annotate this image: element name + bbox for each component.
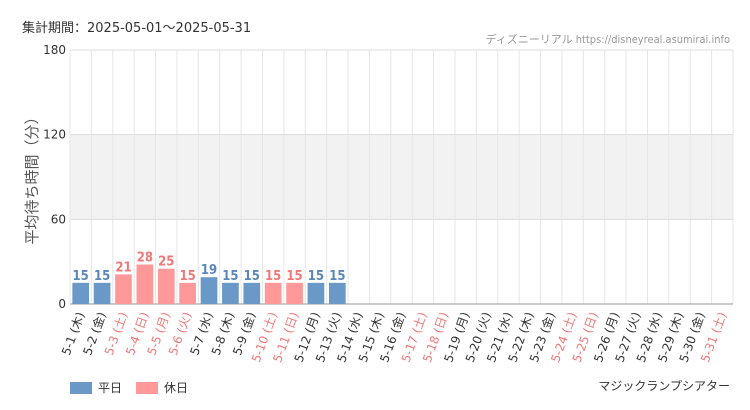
legend-item-holiday: 休日 xyxy=(136,379,188,396)
bar xyxy=(264,282,282,304)
bar xyxy=(93,282,111,304)
bar-value-label: 15 xyxy=(286,269,302,284)
bar xyxy=(157,268,175,304)
legend: 平日 休日 xyxy=(70,379,202,396)
bar-value-label: 15 xyxy=(179,269,195,284)
y-tick-label: 0 xyxy=(58,297,66,311)
bar-value-label: 15 xyxy=(329,269,345,284)
y-axis-label: 平均待ち時間（分） xyxy=(23,109,41,244)
bar-value-label: 15 xyxy=(244,269,260,284)
bar-value-label: 15 xyxy=(73,269,89,284)
bar-value-label: 21 xyxy=(115,260,131,275)
bar-value-label: 15 xyxy=(222,269,238,284)
bar xyxy=(243,282,261,304)
shaded-band xyxy=(70,134,733,220)
site-credit: ディズニーリアル https://disneyreal.asumirai.inf… xyxy=(485,33,730,46)
bar xyxy=(200,277,218,304)
bar xyxy=(307,282,325,304)
bar xyxy=(286,282,303,304)
bar-value-label: 15 xyxy=(308,269,324,284)
bar xyxy=(115,274,132,304)
legend-label-holiday: 休日 xyxy=(164,381,189,395)
bar xyxy=(72,282,90,304)
bar-value-label: 25 xyxy=(158,255,174,270)
bar xyxy=(136,264,154,304)
bar-value-label: 15 xyxy=(265,269,281,284)
bar xyxy=(328,282,346,304)
y-tick-label: 60 xyxy=(51,212,66,226)
legend-label-weekday: 平日 xyxy=(98,381,123,395)
period-label: 集計期間：2025-05-01～2025-05-31 xyxy=(22,21,252,36)
legend-item-weekday: 平日 xyxy=(70,379,122,396)
legend-swatch-holiday xyxy=(136,381,159,394)
legend-swatch-weekday xyxy=(70,381,92,394)
bar-value-label: 19 xyxy=(201,263,217,278)
bar xyxy=(222,282,239,304)
y-tick-label: 120 xyxy=(43,128,66,142)
bar xyxy=(179,282,196,304)
bar-value-label: 15 xyxy=(94,269,110,284)
attraction-name: マジックランプシアター xyxy=(598,379,730,393)
y-tick-label: 180 xyxy=(43,43,66,57)
bar-value-label: 28 xyxy=(137,250,153,265)
